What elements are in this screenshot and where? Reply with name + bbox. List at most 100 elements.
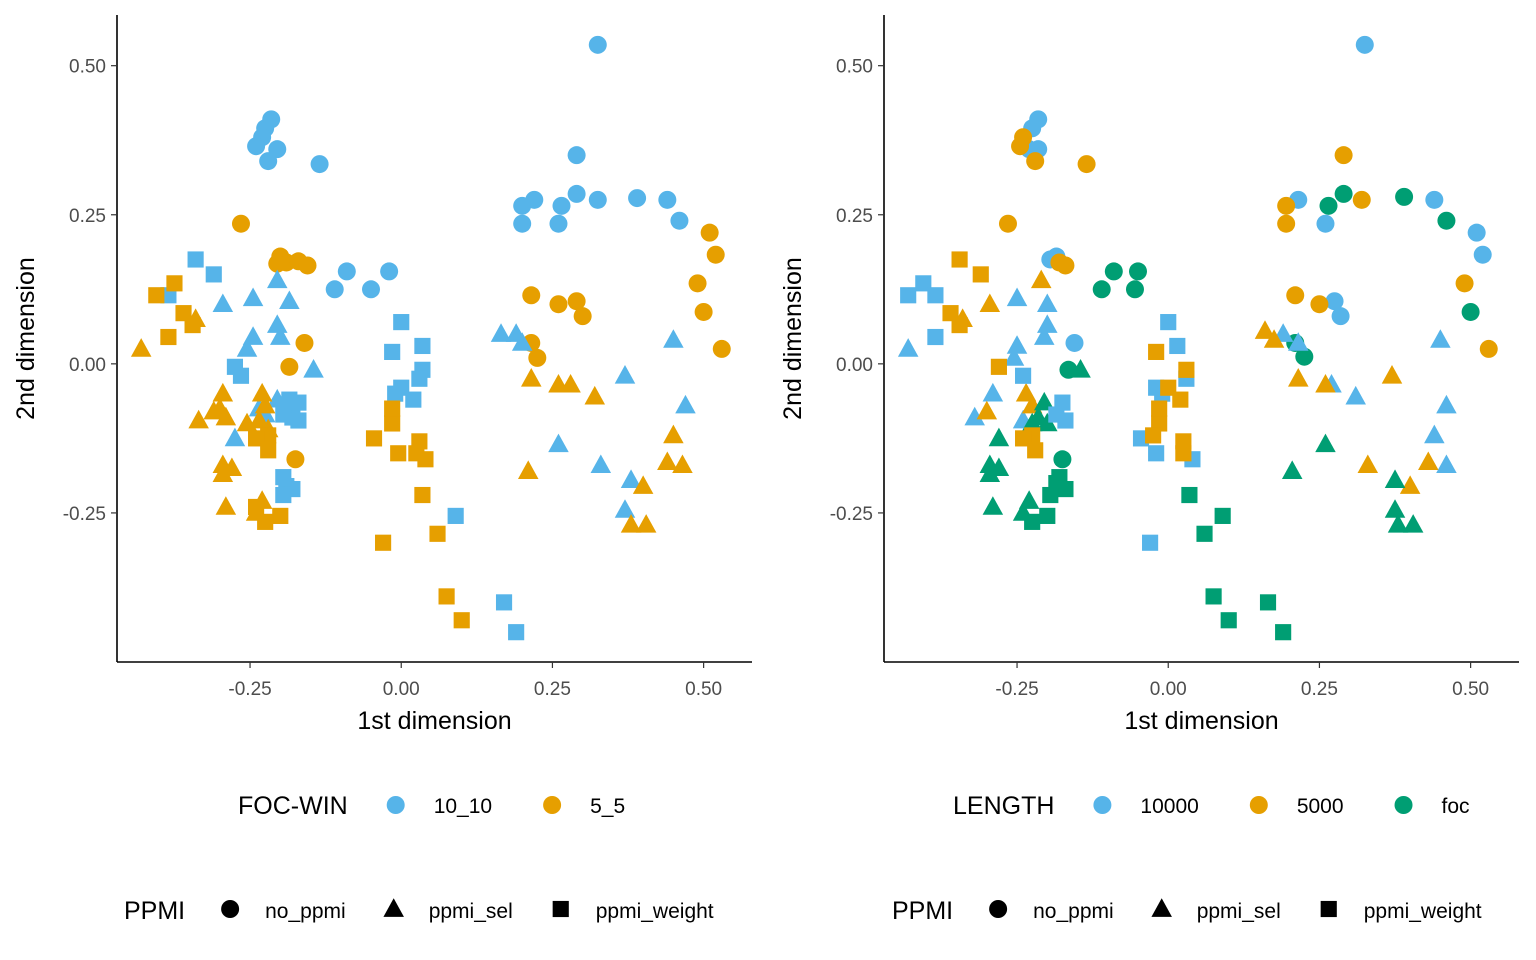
data-point [951, 251, 968, 268]
series-5000-ppmi_weight [942, 251, 1195, 462]
data-point [1048, 406, 1065, 423]
data-point [1021, 412, 1043, 432]
data-point [1352, 190, 1371, 209]
color-legend-label: 5_5 [590, 795, 625, 818]
data-point [224, 427, 246, 447]
series-10000-ppmi_sel [897, 287, 1457, 474]
data-point [1387, 514, 1409, 533]
data-point [405, 391, 422, 408]
data-point [414, 486, 431, 504]
data-point [525, 190, 544, 209]
data-point [614, 499, 636, 518]
data-point [384, 343, 401, 360]
data-point [549, 214, 568, 233]
data-point [1042, 486, 1059, 504]
y-axis-title: 2nd dimension [12, 257, 40, 420]
data-point [976, 400, 998, 420]
shape-legend-key [1151, 898, 1172, 917]
data-point [303, 359, 324, 378]
data-point [1142, 534, 1159, 551]
data-point [1037, 293, 1058, 313]
data-point [188, 409, 209, 429]
data-point [1425, 190, 1444, 209]
data-point [212, 463, 234, 482]
shape-legend-key [1320, 900, 1337, 918]
data-point [160, 328, 177, 346]
data-point [1039, 507, 1056, 524]
data-point [1355, 35, 1374, 54]
shape-legend-title: PPMI [124, 897, 185, 925]
data-point [1395, 187, 1414, 206]
data-point [232, 367, 250, 384]
data-point [411, 433, 428, 450]
data-point [1077, 155, 1096, 174]
data-point [552, 196, 571, 215]
data-point [337, 262, 356, 281]
data-point [688, 274, 707, 293]
data-point [1214, 507, 1231, 524]
data-point [1037, 314, 1058, 333]
data-point [148, 287, 165, 304]
data-point [620, 514, 642, 533]
data-point [511, 332, 533, 351]
left-scatter-panel: -0.25 0.00 0.25 0.50 -0.25 0.00 0.25 0.50 1st di… [12, 15, 752, 925]
data-point [700, 223, 719, 242]
data-point [573, 307, 592, 326]
data-point [184, 317, 201, 334]
data-point [1315, 373, 1336, 393]
data-point [1479, 339, 1498, 358]
data-point [254, 394, 276, 414]
data-point [417, 451, 434, 468]
series-5_5-ppmi_sel [130, 308, 693, 533]
right-scatter-panel: -0.25 0.00 0.25 0.50 -0.25 0.00 0.25 0.50 1st di… [779, 15, 1519, 925]
series-5_5-no_ppmi [231, 214, 731, 469]
data-point [298, 256, 317, 275]
data-point [375, 534, 392, 551]
shape-legend-label: ppmi_weight [596, 900, 714, 923]
data-point [130, 338, 152, 357]
shape-legend-label: no_ppmi [265, 900, 346, 923]
data-point [236, 338, 258, 357]
data-point [1151, 400, 1168, 417]
series-foc-no_ppmi [1053, 184, 1480, 469]
data-point [1160, 314, 1177, 331]
data-point [429, 525, 446, 542]
data-point [257, 513, 274, 530]
data-point [657, 451, 678, 471]
data-point [567, 292, 586, 311]
data-point [1092, 280, 1111, 299]
data-point [453, 612, 470, 629]
data-point [1070, 359, 1091, 378]
data-point [567, 184, 586, 203]
data-point [1402, 514, 1424, 533]
data-point [1467, 223, 1486, 242]
shape-legend-label: no_ppmi [1033, 900, 1114, 923]
data-point [495, 594, 513, 611]
data-point [279, 290, 300, 310]
data-point [380, 262, 399, 281]
series-10000-no_ppmi [1020, 35, 1492, 352]
data-point [1357, 454, 1379, 474]
data-point [286, 450, 305, 469]
y-tick-label: -0.25 [63, 504, 106, 525]
data-point [1455, 274, 1474, 293]
data-point [508, 624, 525, 641]
shape-legend-label: ppmi_weight [1364, 900, 1482, 923]
data-point [1334, 146, 1353, 165]
data-point [982, 496, 1004, 515]
data-point [1172, 391, 1189, 408]
data-point [706, 245, 725, 264]
series-10_10-no_ppmi [247, 35, 689, 299]
data-point [520, 367, 542, 387]
data-point [951, 317, 968, 334]
series-10000-ppmi_weight [900, 275, 1201, 551]
data-point [1033, 391, 1055, 411]
data-point [295, 333, 314, 352]
data-point [548, 433, 569, 453]
data-point [1259, 594, 1277, 611]
color-legend: LENGTH 10000 5000 foc [953, 792, 1470, 820]
data-point [1026, 152, 1045, 171]
data-point [1027, 442, 1044, 459]
data-point [203, 400, 225, 420]
data-point [1315, 433, 1336, 453]
